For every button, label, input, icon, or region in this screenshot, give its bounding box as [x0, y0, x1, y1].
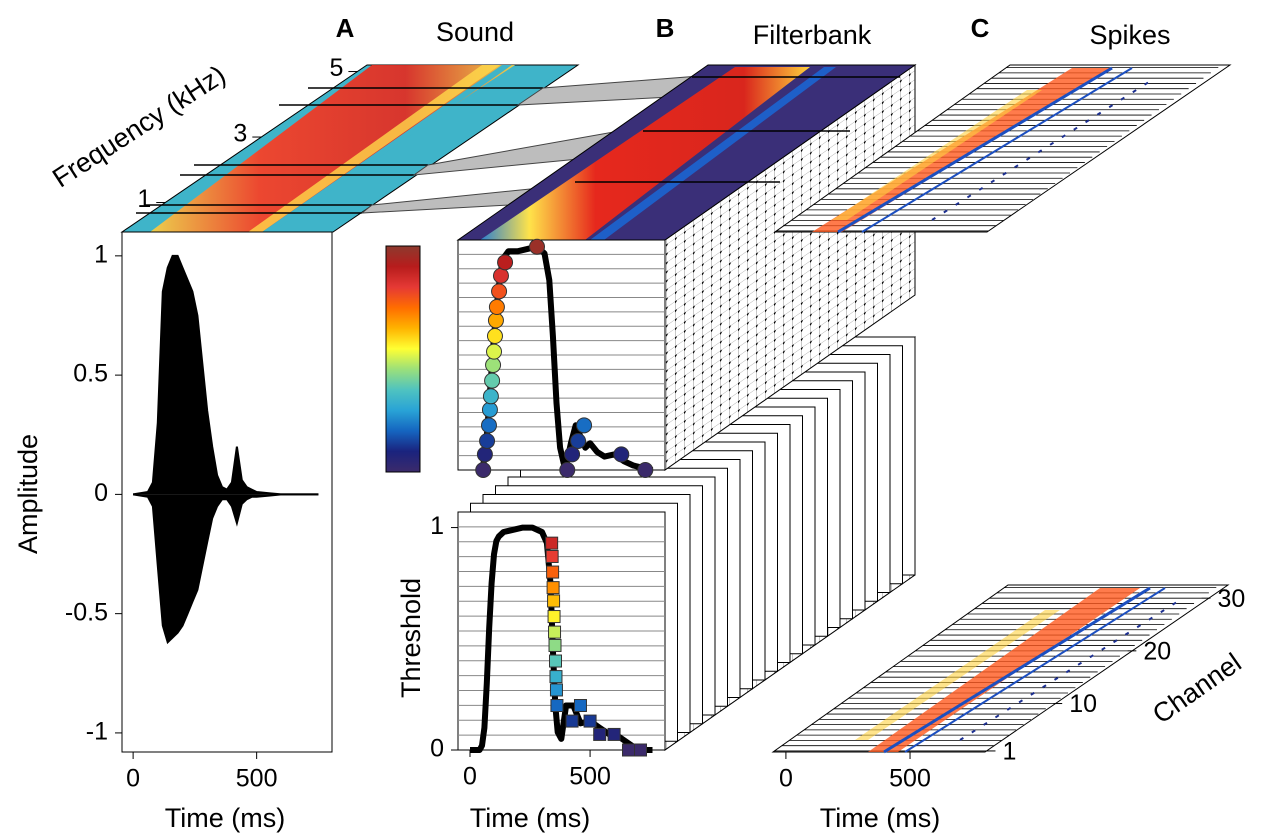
colorbar	[385, 245, 421, 473]
marker	[613, 446, 630, 463]
marker	[565, 714, 579, 728]
y-tick-label: 1	[137, 185, 151, 213]
marker	[479, 432, 496, 449]
filterbank-block	[456, 64, 917, 751]
x-tick-label: 0	[126, 765, 140, 793]
y-tick-label: 10	[1069, 690, 1097, 718]
x-tick-label: 500	[889, 765, 931, 793]
marker	[485, 357, 502, 374]
marker	[480, 417, 497, 434]
waveform-envelope	[132, 254, 319, 496]
y-tick-label: 30	[1217, 585, 1245, 613]
marker	[546, 565, 560, 579]
marker	[482, 388, 499, 405]
marker	[549, 670, 563, 684]
x-tick-label: 0	[463, 763, 477, 791]
spike-plane	[773, 64, 1232, 234]
y-tick-label: 1	[1002, 738, 1016, 766]
marker	[547, 610, 561, 624]
marker	[488, 298, 505, 315]
marker	[593, 727, 607, 741]
marker	[576, 417, 593, 434]
x-tick-label: 0	[779, 765, 793, 793]
axis-label: Time (ms)	[820, 803, 940, 833]
marker	[486, 328, 503, 345]
marker	[548, 638, 562, 652]
y-tick-label: -0.5	[65, 598, 108, 626]
y-tick-label: 0	[430, 735, 444, 763]
marker	[559, 462, 576, 478]
marker	[546, 581, 560, 595]
panel-title: Sound	[436, 17, 514, 47]
marker	[529, 238, 546, 255]
marker	[476, 446, 493, 463]
marker	[570, 432, 587, 449]
marker	[547, 594, 561, 608]
marker	[475, 462, 492, 478]
marker	[548, 654, 562, 668]
y-tick-label: 5	[329, 54, 343, 82]
axis-label: Frequency (kHz)	[47, 60, 231, 194]
marker	[486, 343, 503, 360]
y-tick-label: 3	[233, 120, 247, 148]
connector	[360, 75, 701, 214]
marker	[548, 625, 562, 639]
panel-label: C	[971, 13, 990, 43]
panel-title: Filterbank	[753, 20, 872, 50]
marker	[481, 401, 498, 418]
panel-title: Spikes	[1089, 20, 1170, 50]
marker	[484, 372, 501, 389]
y-tick-label: -1	[86, 718, 108, 746]
plot-frame	[121, 231, 333, 753]
axis-label: Threshold	[396, 578, 426, 698]
marker	[607, 727, 621, 741]
y-tick-label: 1	[94, 240, 108, 268]
marker	[497, 254, 514, 271]
marker	[583, 714, 597, 728]
marker	[492, 267, 509, 284]
marker	[549, 683, 563, 697]
marker	[545, 536, 559, 550]
marker	[637, 462, 654, 478]
marker	[573, 699, 587, 713]
axis-label: Time (ms)	[470, 803, 590, 833]
marker	[634, 743, 648, 757]
spectrogram	[120, 64, 580, 233]
marker	[491, 283, 508, 300]
marker	[621, 743, 635, 757]
y-tick-label: 0	[94, 479, 108, 507]
spike-plane	[771, 584, 1230, 754]
y-tick-label: 0.5	[73, 360, 108, 388]
waveform-envelope	[132, 493, 319, 645]
marker	[545, 549, 559, 563]
marker	[487, 312, 504, 329]
x-tick-label: 500	[569, 763, 611, 791]
marker	[550, 699, 564, 713]
panel-label: B	[656, 13, 675, 43]
y-tick-label: 1	[430, 512, 444, 540]
panel-label: A	[336, 13, 355, 43]
x-tick-label: 500	[236, 765, 278, 793]
marker	[564, 446, 581, 463]
axis-label: Time (ms)	[165, 803, 285, 833]
y-tick-label: 20	[1143, 637, 1171, 665]
axis-label: Amplitude	[13, 434, 43, 554]
